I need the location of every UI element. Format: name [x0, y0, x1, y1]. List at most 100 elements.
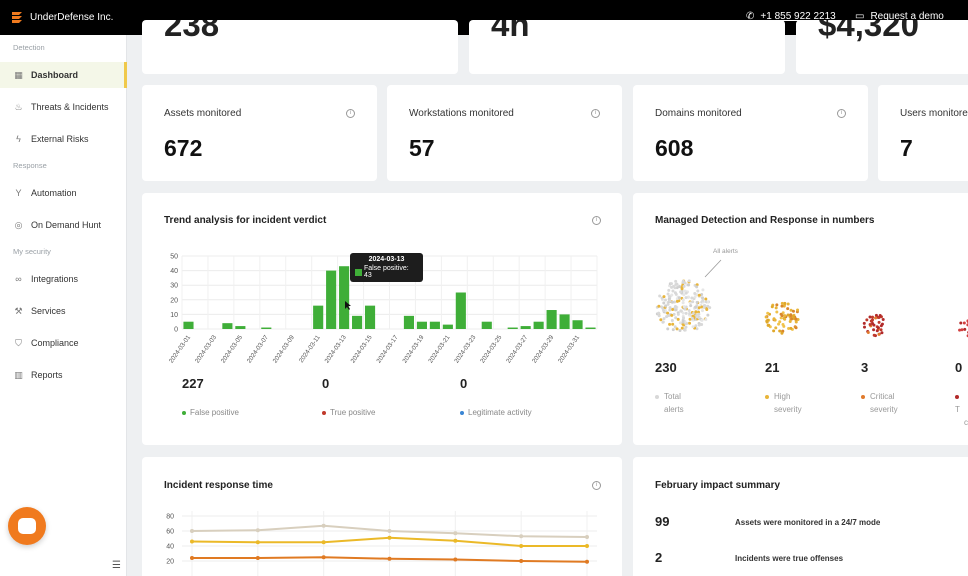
bubble-dot: [678, 285, 682, 289]
bubble-dot: [702, 305, 706, 309]
sidebar-item-integrations[interactable]: ∞ Integrations: [0, 266, 127, 292]
sidebar-item-services[interactable]: ⚒ Services: [0, 298, 127, 324]
bar: [481, 321, 492, 329]
feb-row-text: Incidents were true offenses: [735, 554, 844, 563]
metric-card-assets: Assets monitored i 672: [142, 85, 377, 181]
series-point: [387, 535, 392, 540]
summary-card-3: $4,320: [796, 20, 968, 74]
bubble-dot: [701, 298, 705, 302]
series-point: [585, 544, 589, 548]
y-tick-label: 10: [170, 312, 178, 319]
mdr-title: Managed Detection and Response in number…: [655, 215, 875, 226]
bubble-dot: [673, 325, 677, 329]
legend-legitimate[interactable]: Legitimate activity: [460, 408, 532, 417]
metric-card-workstations: Workstations monitored i 57: [387, 85, 622, 181]
legend-true-positive[interactable]: True positive: [322, 408, 376, 417]
bubble-dot: [960, 328, 964, 332]
bubble-dot: [766, 311, 770, 315]
bubble-dot: [778, 329, 782, 333]
bubble-dot: [662, 295, 666, 299]
bubble-dot: [775, 310, 779, 314]
y-tick-label: 40: [166, 544, 174, 551]
sidebar-item-on-demand-hunt[interactable]: ◎ On Demand Hunt: [0, 212, 127, 238]
label-line: severity: [774, 405, 802, 414]
collapse-sidebar-icon[interactable]: ☰: [112, 560, 121, 571]
bubble-dot: [687, 295, 691, 299]
bubble-dot: [675, 299, 679, 303]
bubble-dot: [680, 326, 684, 330]
bubble-dot: [695, 327, 699, 331]
bubble-dot: [701, 288, 705, 292]
bubble-dot: [675, 282, 679, 286]
chat-button[interactable]: [8, 507, 46, 545]
bubble-dot: [774, 306, 778, 310]
bubble-dot: [774, 326, 778, 330]
y-tick-label: 40: [170, 268, 178, 275]
wrench-icon: ⚒: [14, 305, 23, 316]
feb-row-text: Assets were monitored in a 24/7 mode: [735, 518, 881, 527]
brand[interactable]: UnderDefense Inc.: [10, 10, 113, 24]
info-icon[interactable]: i: [346, 109, 355, 118]
bubble-dot: [670, 313, 674, 317]
label-line: severity: [870, 405, 898, 414]
phone-link[interactable]: ✆ +1 855 922 2213: [746, 11, 836, 22]
bubble-dot: [695, 285, 699, 289]
bubble-dot: [870, 319, 874, 323]
series-point: [453, 538, 458, 543]
bubble-dot: [764, 315, 768, 319]
sidebar-item-label: Reports: [31, 370, 63, 380]
sidebar-item-threats[interactable]: ♨ Threats & Incidents: [0, 94, 127, 120]
irt-title: Incident response time: [164, 480, 273, 491]
bubble-dot: [670, 300, 674, 304]
bubble-dot: [690, 316, 694, 320]
bubble-dot: [876, 326, 880, 330]
bubble-dot: [780, 331, 784, 335]
sidebar-item-reports[interactable]: ▥ Reports: [0, 362, 127, 388]
legend-dot: [460, 410, 464, 415]
bubble-dot: [791, 309, 795, 313]
y-tick-label: 60: [166, 529, 174, 536]
x-tick-label: 2024-03-03: [194, 334, 218, 365]
sidebar-item-compliance[interactable]: ⛉ Compliance: [0, 330, 127, 356]
sidebar-item-external-risks[interactable]: ϟ External Risks: [0, 126, 127, 152]
metric-value: 7: [900, 135, 913, 161]
series-point: [255, 540, 260, 545]
bubble-dot: [681, 301, 685, 305]
bubble-dot: [682, 328, 686, 332]
bubble-dot: [693, 295, 697, 299]
bubble-dot: [658, 294, 662, 298]
sidebar-item-label: On Demand Hunt: [31, 220, 102, 230]
critical-severity-cluster: [862, 313, 885, 338]
x-tick-label: 2024-03-27: [505, 334, 529, 365]
series-point: [255, 556, 260, 560]
x-tick-label: 2024-03-15: [349, 334, 373, 365]
bubble-dot: [657, 314, 661, 318]
info-icon[interactable]: i: [592, 481, 601, 490]
bubble-dot: [694, 310, 698, 314]
bubble-dot: [770, 305, 774, 309]
legend-false-positive[interactable]: False positive: [182, 408, 239, 417]
series-point: [585, 559, 589, 564]
label-line: Critical: [870, 392, 895, 401]
series-point: [321, 523, 326, 528]
info-icon[interactable]: i: [837, 109, 846, 118]
request-demo-button[interactable]: ▭ Request a demo: [855, 11, 944, 22]
info-icon[interactable]: i: [592, 216, 601, 225]
mdr-total-value: 230: [655, 360, 677, 375]
bubble-dot: [780, 314, 784, 318]
sidebar-item-dashboard[interactable]: ▦ Dashboard: [0, 62, 127, 88]
bar: [352, 315, 363, 329]
legend-dot: [322, 410, 326, 415]
bubble-dot: [786, 307, 790, 311]
fire-icon: ♨: [14, 101, 23, 112]
series-point: [585, 535, 589, 539]
bubble-dot: [696, 289, 700, 293]
info-icon[interactable]: i: [591, 109, 600, 118]
sidebar-item-automation[interactable]: Y Automation: [0, 180, 127, 206]
mdr-critical-label: Critical severity: [861, 390, 898, 416]
bubble-dot: [682, 305, 686, 309]
trend-title: Trend analysis for incident verdict: [164, 215, 327, 226]
bubble-dot: [673, 286, 677, 290]
tooltip-text: False positive: 43: [363, 265, 409, 279]
bubble-dot: [687, 279, 691, 283]
